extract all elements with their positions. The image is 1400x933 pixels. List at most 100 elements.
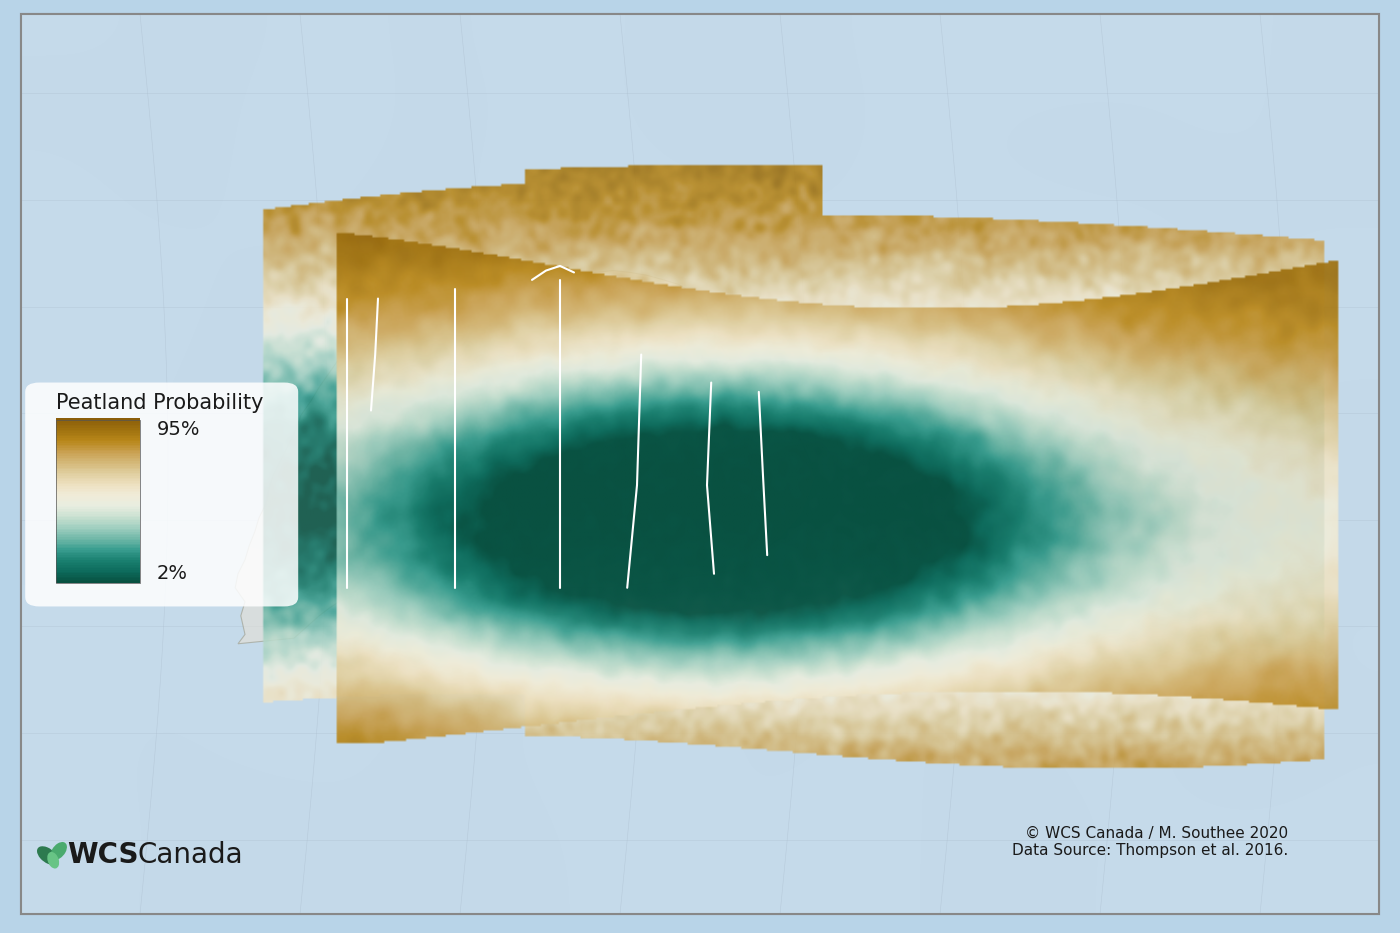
Text: WCS: WCS: [67, 841, 139, 869]
Bar: [56, 501, 140, 502]
Bar: [56, 469, 140, 471]
Ellipse shape: [36, 846, 59, 865]
Bar: [56, 446, 140, 448]
Bar: [56, 579, 140, 581]
Ellipse shape: [50, 842, 67, 860]
Bar: [56, 540, 140, 542]
Bar: [56, 560, 140, 562]
Bar: [56, 444, 140, 446]
Bar: [56, 461, 140, 463]
Bar: [56, 459, 140, 461]
Bar: [56, 572, 140, 573]
Bar: [56, 428, 140, 430]
Bar: [56, 516, 140, 517]
Bar: [56, 510, 140, 512]
Ellipse shape: [48, 852, 59, 869]
Bar: [56, 441, 140, 443]
Bar: [56, 549, 140, 550]
Text: 95%: 95%: [157, 420, 200, 439]
Bar: [56, 555, 140, 557]
Bar: [56, 476, 140, 478]
Bar: [56, 438, 140, 439]
Text: Canada: Canada: [137, 841, 242, 869]
Polygon shape: [235, 271, 815, 644]
Bar: [56, 544, 140, 545]
Bar: [56, 478, 140, 480]
Bar: [56, 497, 140, 499]
Bar: [56, 521, 140, 522]
Bar: [56, 527, 140, 529]
Bar: [56, 545, 140, 547]
Bar: [56, 420, 140, 422]
Bar: [56, 566, 140, 568]
Bar: [56, 550, 140, 551]
Bar: [56, 578, 140, 579]
Bar: [56, 431, 140, 433]
Bar: [56, 536, 140, 538]
Bar: [56, 573, 140, 575]
Bar: [56, 522, 140, 523]
Bar: [56, 512, 140, 514]
Bar: [56, 418, 140, 420]
Bar: [56, 525, 140, 527]
Bar: [56, 530, 140, 532]
Bar: [56, 430, 140, 431]
Bar: [56, 424, 140, 425]
Bar: [56, 474, 140, 476]
Bar: [56, 506, 140, 508]
Bar: [56, 519, 140, 521]
Bar: [56, 508, 140, 510]
Bar: [56, 542, 140, 544]
Bar: [56, 448, 140, 450]
Bar: [56, 494, 140, 495]
Bar: [56, 435, 140, 437]
Bar: [56, 577, 140, 578]
Text: 2%: 2%: [157, 564, 188, 583]
Bar: [56, 536, 140, 537]
Bar: [56, 433, 140, 435]
Bar: [56, 437, 140, 438]
Bar: [56, 504, 140, 506]
Bar: [56, 564, 140, 565]
Bar: [56, 517, 140, 519]
Bar: [56, 473, 140, 474]
Bar: [56, 570, 140, 572]
Bar: [56, 454, 140, 456]
Bar: [56, 575, 140, 577]
FancyBboxPatch shape: [25, 383, 298, 606]
Text: © WCS Canada / M. Southee 2020
Data Source: Thompson et al. 2016.: © WCS Canada / M. Southee 2020 Data Sour…: [1012, 826, 1288, 858]
Bar: [56, 484, 140, 486]
Bar: [56, 439, 140, 441]
Bar: [56, 466, 140, 467]
Bar: [56, 562, 140, 564]
Bar: [56, 565, 140, 566]
Bar: [56, 499, 140, 501]
Bar: [56, 463, 140, 465]
Bar: [56, 514, 140, 516]
Bar: [56, 529, 140, 530]
Bar: [56, 452, 140, 453]
Bar: [56, 467, 140, 469]
Bar: [56, 523, 140, 525]
Bar: [56, 532, 140, 534]
Bar: [56, 480, 140, 482]
Bar: [56, 450, 140, 452]
Bar: [56, 553, 140, 555]
Bar: [56, 486, 140, 487]
Bar: [56, 493, 140, 494]
Bar: [56, 581, 140, 583]
Bar: [56, 453, 140, 454]
Bar: [56, 458, 140, 459]
Bar: [56, 568, 140, 570]
Bar: [56, 502, 140, 504]
Text: Peatland Probability: Peatland Probability: [56, 393, 263, 412]
Bar: [56, 420, 140, 583]
Bar: [56, 456, 140, 458]
Bar: [56, 489, 140, 491]
Bar: [56, 534, 140, 536]
Bar: [56, 551, 140, 553]
Bar: [56, 465, 140, 466]
Bar: [56, 422, 140, 424]
Bar: [56, 443, 140, 445]
Bar: [56, 491, 140, 493]
